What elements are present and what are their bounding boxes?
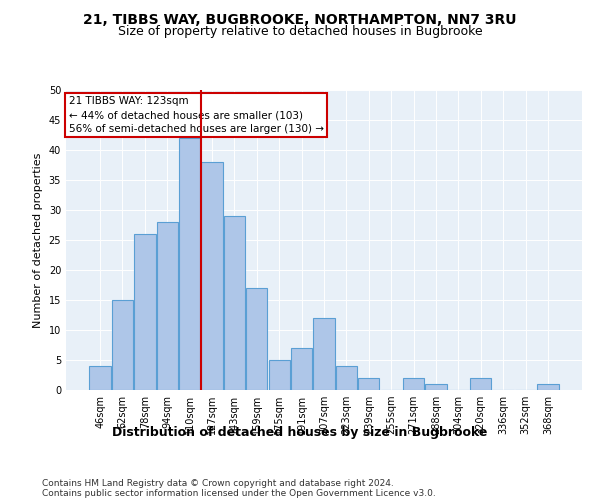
Text: 21, TIBBS WAY, BUGBROOKE, NORTHAMPTON, NN7 3RU: 21, TIBBS WAY, BUGBROOKE, NORTHAMPTON, N… <box>83 12 517 26</box>
Bar <box>313 318 335 390</box>
Bar <box>403 378 424 390</box>
Bar <box>112 300 133 390</box>
Bar <box>269 360 290 390</box>
Bar <box>179 138 200 390</box>
Text: Size of property relative to detached houses in Bugbrooke: Size of property relative to detached ho… <box>118 25 482 38</box>
Bar <box>470 378 491 390</box>
Bar <box>157 222 178 390</box>
Text: Contains HM Land Registry data © Crown copyright and database right 2024.: Contains HM Land Registry data © Crown c… <box>42 478 394 488</box>
Bar <box>134 234 155 390</box>
Bar <box>537 384 559 390</box>
Text: 21 TIBBS WAY: 123sqm
← 44% of detached houses are smaller (103)
56% of semi-deta: 21 TIBBS WAY: 123sqm ← 44% of detached h… <box>68 96 323 134</box>
Bar <box>358 378 379 390</box>
Bar <box>291 348 312 390</box>
Bar <box>425 384 446 390</box>
Bar <box>202 162 223 390</box>
Y-axis label: Number of detached properties: Number of detached properties <box>33 152 43 328</box>
Bar <box>224 216 245 390</box>
Bar <box>336 366 357 390</box>
Bar <box>89 366 111 390</box>
Bar <box>246 288 268 390</box>
Text: Distribution of detached houses by size in Bugbrooke: Distribution of detached houses by size … <box>112 426 488 439</box>
Text: Contains public sector information licensed under the Open Government Licence v3: Contains public sector information licen… <box>42 488 436 498</box>
